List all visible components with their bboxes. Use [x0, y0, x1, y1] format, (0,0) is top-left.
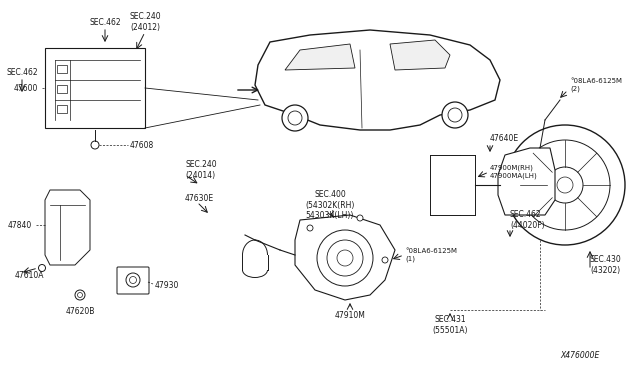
FancyBboxPatch shape	[45, 48, 145, 128]
Circle shape	[288, 111, 302, 125]
Circle shape	[382, 257, 388, 263]
Circle shape	[307, 225, 313, 231]
Text: °08LA6-6125M
(2): °08LA6-6125M (2)	[570, 78, 622, 92]
Text: 47640E: 47640E	[490, 134, 519, 142]
FancyBboxPatch shape	[57, 65, 67, 73]
Text: 47900M(RH): 47900M(RH)	[490, 165, 534, 171]
Circle shape	[77, 292, 83, 298]
Text: 47910M: 47910M	[335, 311, 365, 320]
Text: X476000E: X476000E	[561, 350, 600, 359]
Polygon shape	[45, 190, 90, 265]
FancyBboxPatch shape	[57, 105, 67, 113]
Text: 47610A: 47610A	[15, 270, 45, 279]
Circle shape	[505, 125, 625, 245]
Text: SEC.240
(24012): SEC.240 (24012)	[129, 12, 161, 32]
Circle shape	[337, 250, 353, 266]
Circle shape	[38, 264, 45, 272]
Text: SEC.430
(43202): SEC.430 (43202)	[590, 255, 621, 275]
Circle shape	[91, 141, 99, 149]
FancyBboxPatch shape	[57, 85, 67, 93]
Text: SEC.431
(55501A): SEC.431 (55501A)	[432, 315, 468, 335]
Text: SEC.240
(24014): SEC.240 (24014)	[185, 160, 216, 180]
Circle shape	[129, 276, 136, 283]
Polygon shape	[498, 148, 555, 215]
Circle shape	[282, 105, 308, 131]
Circle shape	[442, 102, 468, 128]
Text: 47620B: 47620B	[65, 308, 95, 317]
Text: SEC.462
(44020F): SEC.462 (44020F)	[510, 210, 545, 230]
Text: 47930: 47930	[155, 280, 179, 289]
Polygon shape	[255, 30, 500, 130]
Circle shape	[357, 215, 363, 221]
Text: 47900MA(LH): 47900MA(LH)	[490, 173, 538, 179]
Text: SEC.462: SEC.462	[6, 67, 38, 77]
Circle shape	[75, 290, 85, 300]
Text: 47608: 47608	[130, 141, 154, 150]
Circle shape	[547, 167, 583, 203]
Text: SEC.400
(54302K(RH)
54303K(LH)): SEC.400 (54302K(RH) 54303K(LH))	[305, 190, 355, 220]
Circle shape	[520, 140, 610, 230]
Circle shape	[557, 177, 573, 193]
Polygon shape	[295, 215, 395, 300]
Circle shape	[327, 240, 363, 276]
Circle shape	[126, 273, 140, 287]
FancyBboxPatch shape	[117, 267, 149, 294]
Text: 47600: 47600	[13, 83, 38, 93]
Circle shape	[317, 230, 373, 286]
Text: SEC.462: SEC.462	[89, 17, 121, 26]
Text: 47630E: 47630E	[185, 193, 214, 202]
Polygon shape	[390, 40, 450, 70]
Text: °08LA6-6125M
(1): °08LA6-6125M (1)	[405, 248, 457, 262]
Text: 47840: 47840	[8, 221, 32, 230]
Polygon shape	[285, 44, 355, 70]
Circle shape	[448, 108, 462, 122]
